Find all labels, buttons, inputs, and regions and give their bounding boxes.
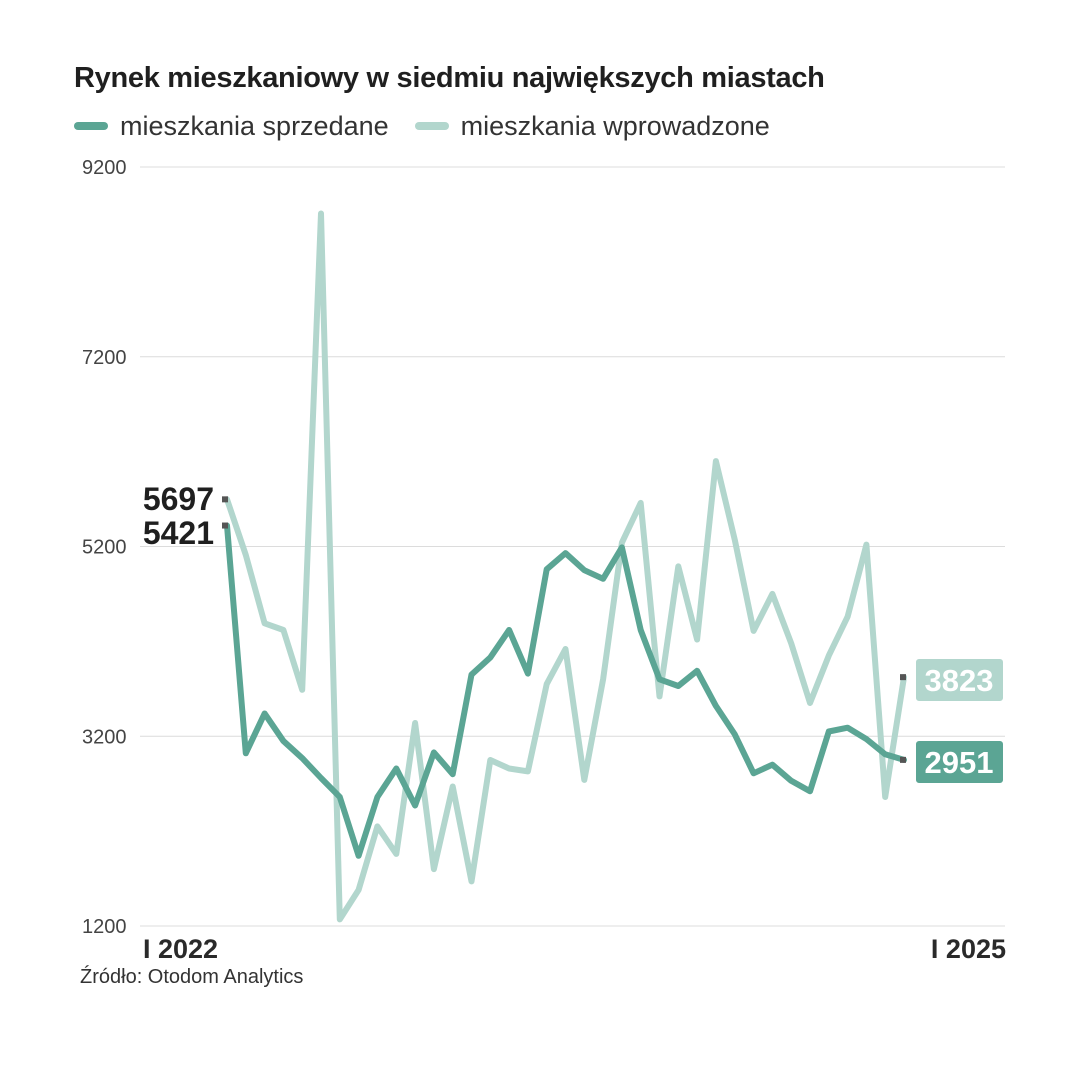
start-marker-introduced xyxy=(222,496,228,503)
end-value-label-sold: 2951 xyxy=(925,745,994,780)
y-tick-label-1200: 1200 xyxy=(82,916,127,938)
legend-label-introduced: mieszkania wprowadzone xyxy=(460,110,770,141)
end-value-box-sold xyxy=(914,739,1005,785)
end-value-box-introduced xyxy=(914,657,1005,703)
y-tick-label-9200: 9200 xyxy=(82,157,127,179)
start-marker-sold xyxy=(222,522,228,529)
end-value-label-introduced: 3823 xyxy=(925,663,994,698)
y-tick-label-3200: 3200 xyxy=(82,726,127,748)
legend: mieszkania sprzedane mieszkania wprowadz… xyxy=(74,110,796,142)
y-tick-label-5200: 5200 xyxy=(82,537,127,559)
end-marker-introduced xyxy=(900,674,906,681)
series-line-introduced xyxy=(224,210,907,923)
end-marker-sold xyxy=(900,756,906,763)
source-note: Źródło: Otodom Analytics xyxy=(80,966,304,988)
series-line-sold xyxy=(224,522,907,859)
start-value-label-sold: 5421 xyxy=(143,515,214,551)
legend-swatch-introduced xyxy=(414,122,449,130)
legend-item-introduced: mieszkania wprowadzone xyxy=(414,110,770,142)
x-tick-label-start: I 2022 xyxy=(143,934,218,964)
legend-item-sold: mieszkania sprzedane xyxy=(74,111,389,142)
y-tick-label-7200: 7200 xyxy=(82,347,127,369)
legend-label-sold: mieszkania sprzedane xyxy=(120,110,389,141)
start-value-label-introduced: 5697 xyxy=(143,481,214,517)
x-tick-label-end: I 2025 xyxy=(931,934,1006,964)
legend-swatch-sold xyxy=(74,122,108,130)
chart-title: Rynek mieszkaniowy w siedmiu największyc… xyxy=(74,62,825,94)
